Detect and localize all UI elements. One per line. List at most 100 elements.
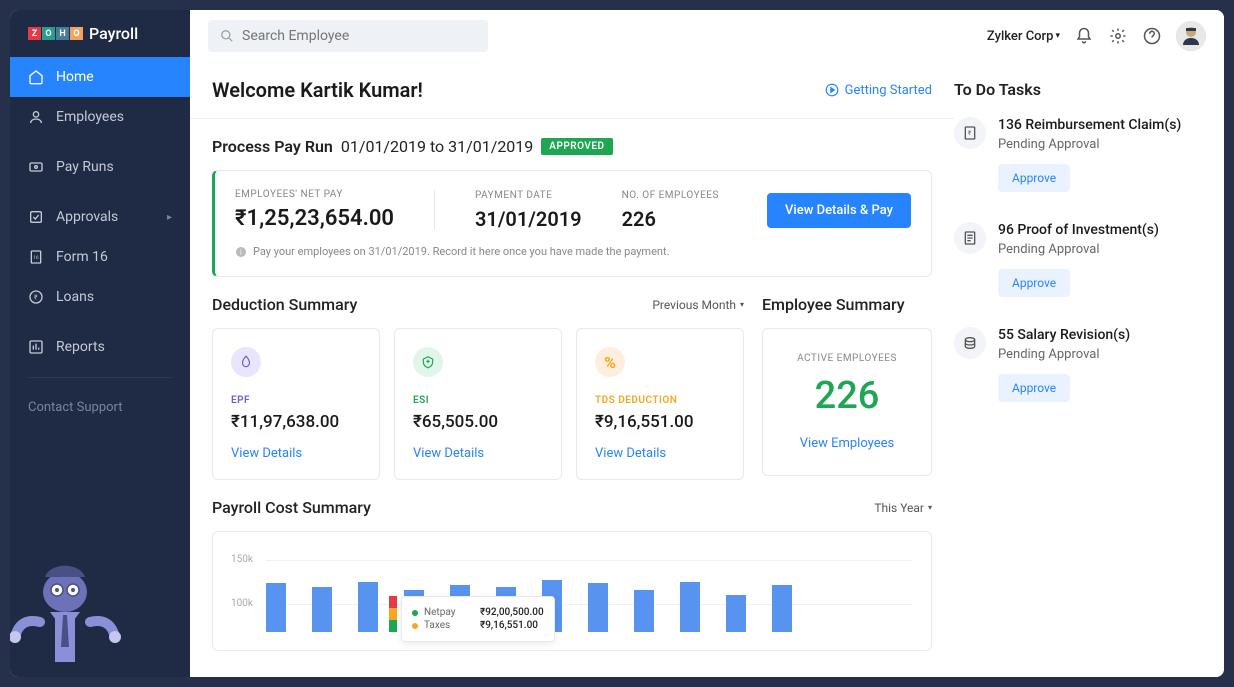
deduction-value: ₹9,16,551.00 [595,412,725,432]
traffic-green [389,620,397,632]
deduction-title: Deduction Summary [212,295,357,314]
epf-icon [231,347,261,377]
settings-button[interactable] [1108,26,1128,46]
empcount-label: NO. OF EMPLOYEES [622,190,719,201]
y-axis-label: 150k [231,554,253,565]
sidebar-item-label: Home [56,69,94,85]
profile-avatar[interactable] [1176,21,1206,51]
active-emp-count: 226 [773,374,921,418]
chart-bar [358,582,378,632]
check-icon [28,209,44,225]
search-box[interactable] [208,20,488,52]
chevron-down-icon: ▾ [928,503,932,512]
org-name: Zylker Corp [987,29,1054,44]
active-emp-label: ACTIVE EMPLOYEES [773,353,921,364]
chevron-down-icon: ▾ [740,300,744,309]
search-icon [220,29,234,43]
sidebar-item-home[interactable]: Home [10,57,190,97]
approve-button[interactable]: Approve [998,269,1070,297]
deduction-card-tds: % TDS DEDUCTION ₹9,16,551.00 View Detail… [576,328,744,480]
notifications-button[interactable] [1074,26,1094,46]
sidebar-item-form16[interactable]: 16 Form 16 [10,237,190,277]
approve-button[interactable]: Approve [998,164,1070,192]
org-switcher[interactable]: Zylker Corp ▾ [987,29,1060,44]
contact-support[interactable]: Contact Support [10,388,190,427]
view-employees-link[interactable]: View Employees [773,436,921,451]
rupee-icon: ₹ [28,289,44,305]
document-icon [954,222,986,254]
sidebar-item-label: Loans [56,289,94,305]
logo-letter: O [42,27,55,40]
deduction-label: ESI [413,395,543,406]
task-subtitle: Pending Approval [998,347,1130,362]
chevron-right-icon: ▸ [167,212,172,223]
doc-icon: 16 [28,249,44,265]
emp-summary-title: Employee Summary [762,295,932,314]
paydate-value: 31/01/2019 [475,207,582,231]
task-title: 136 Reimbursement Claim(s) [998,117,1181,133]
svg-text:₹: ₹ [968,130,971,137]
view-details-link[interactable]: View Details [595,446,725,461]
search-input[interactable] [242,28,476,44]
payrun-note-text: Pay your employees on 31/01/2019. Record… [253,245,669,258]
tds-icon: % [595,347,625,377]
sidebar-item-employees[interactable]: Employees [10,97,190,137]
netpay-value: ₹1,25,23,654.00 [235,206,394,231]
getting-started-label: Getting Started [845,83,932,98]
money-icon [28,159,44,175]
payroll-cost-title: Payroll Cost Summary [212,498,371,517]
sidebar-item-approvals[interactable]: Approvals ▸ [10,197,190,237]
logo-text: Payroll [89,24,138,43]
task-title: 96 Proof of Investment(s) [998,222,1159,238]
help-button[interactable] [1142,26,1162,46]
deduction-label: EPF [231,395,361,406]
getting-started-link[interactable]: Getting Started [825,83,932,98]
deduction-card-esi: ESI ₹65,505.00 View Details [394,328,562,480]
chart-icon [28,339,44,355]
payroll-chart: 150k 100k [212,531,932,651]
deduction-value: ₹11,97,638.00 [231,412,361,432]
sidebar-item-label: Employees [56,109,124,125]
paydate-label: PAYMENT DATE [475,190,582,201]
task-title: 55 Salary Revision(s) [998,327,1130,343]
chart-period-dropdown[interactable]: This Year▾ [874,501,932,515]
chart-bar [726,595,746,632]
logo-letter: O [70,27,83,40]
receipt-icon: ₹ [954,117,986,149]
home-icon [28,69,44,85]
view-details-pay-button[interactable]: View Details & Pay [767,193,911,228]
esi-icon [413,347,443,377]
svg-text:16: 16 [33,255,39,261]
sidebar-item-label: Form 16 [56,249,108,265]
task-investment: 96 Proof of Investment(s) Pending Approv… [954,222,1202,297]
info-icon: i [235,246,247,258]
task-reimbursement: ₹ 136 Reimbursement Claim(s) Pending App… [954,117,1202,192]
chevron-down-icon: ▾ [1055,31,1060,41]
view-details-link[interactable]: View Details [231,446,361,461]
chart-bar [312,587,332,632]
emp-summary-card: ACTIVE EMPLOYEES 226 View Employees [762,328,932,476]
play-icon [825,83,839,97]
coins-icon [954,327,986,359]
svg-text:i: i [240,248,242,256]
sidebar-item-label: Pay Runs [56,159,114,175]
chart-bar [680,582,700,632]
chart-tooltip: Netpay ₹92,00,500.00 Taxes ₹9,16,551.00 [401,596,555,642]
traffic-yellow [389,608,397,620]
svg-text:₹: ₹ [34,294,38,302]
view-details-link[interactable]: View Details [413,446,543,461]
y-axis-label: 100k [231,598,253,609]
page-title: Welcome Kartik Kumar! [212,78,423,102]
user-icon [28,109,44,125]
traffic-red [389,596,397,608]
todo-title: To Do Tasks [954,80,1202,99]
deduction-value: ₹65,505.00 [413,412,543,432]
approve-button[interactable]: Approve [998,374,1070,402]
sidebar-item-payruns[interactable]: Pay Runs [10,147,190,187]
deduction-period-dropdown[interactable]: Previous Month▾ [652,298,744,312]
sidebar-item-loans[interactable]: ₹ Loans [10,277,190,317]
empcount-value: 226 [622,207,719,231]
task-subtitle: Pending Approval [998,242,1159,257]
chart-bar [266,583,286,632]
sidebar-item-reports[interactable]: Reports [10,327,190,367]
